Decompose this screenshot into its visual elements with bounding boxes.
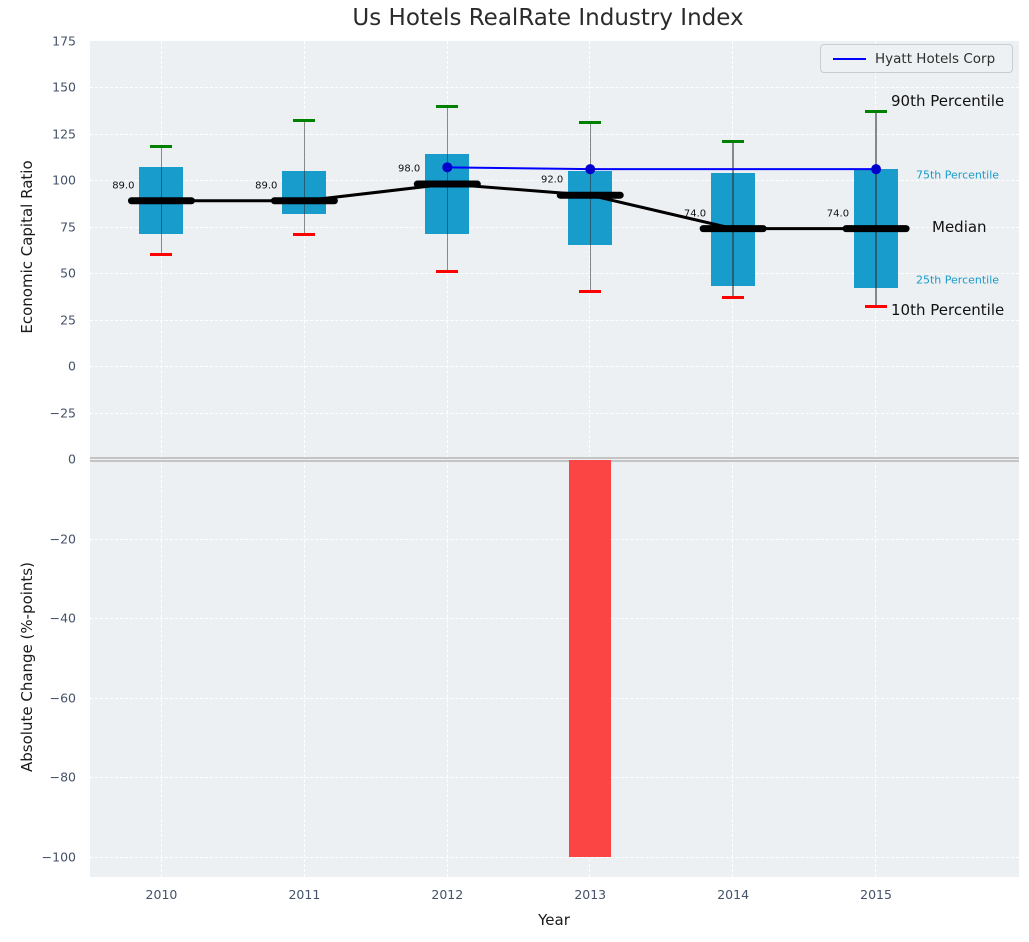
horizontal-gridline	[90, 320, 1019, 321]
x-tick-label: 2010	[146, 887, 178, 902]
whisker-cap-10th	[436, 270, 458, 273]
label-75th-percentile: 75th Percentile	[916, 169, 999, 182]
whisker-line	[732, 141, 733, 297]
whisker-line	[590, 123, 591, 292]
x-axis-label: Year	[538, 911, 570, 929]
horizontal-gridline	[90, 134, 1019, 135]
whisker-cap-90th	[722, 140, 744, 143]
chart-title: Us Hotels RealRate Industry Index	[352, 5, 743, 31]
whisker-cap-10th	[579, 290, 601, 293]
horizontal-gridline	[90, 777, 1019, 778]
whisker-cap-90th	[579, 121, 601, 124]
whisker-line	[447, 106, 448, 271]
zero-line	[90, 457, 1019, 459]
y-tick-label-top: 100	[26, 173, 76, 188]
x-tick-label: 2011	[288, 887, 320, 902]
bottom-y-axis-label: Absolute Change (%-points)	[18, 562, 36, 772]
horizontal-gridline	[90, 857, 1019, 858]
whisker-line	[304, 121, 305, 234]
median-value-label: 98.0	[398, 164, 420, 175]
y-tick-label-top: 175	[26, 34, 76, 49]
y-tick-label-bottom: −60	[26, 690, 76, 705]
y-tick-label-top: 25	[26, 312, 76, 327]
whisker-cap-10th	[865, 305, 887, 308]
median-value-label: 89.0	[112, 180, 134, 191]
y-tick-label-bottom: −20	[26, 531, 76, 546]
y-tick-label-top: −25	[26, 405, 76, 420]
label-25th-percentile: 25th Percentile	[916, 274, 999, 287]
median-value-label: 74.0	[684, 208, 706, 219]
y-tick-label-top: 125	[26, 126, 76, 141]
y-tick-label-bottom: −40	[26, 611, 76, 626]
horizontal-gridline	[90, 539, 1019, 540]
whisker-cap-90th	[436, 105, 458, 108]
x-tick-label: 2015	[860, 887, 892, 902]
change-bar	[569, 460, 611, 858]
zero-line	[90, 460, 1019, 462]
label-10th-percentile: 10th Percentile	[891, 301, 1004, 319]
horizontal-gridline	[90, 698, 1019, 699]
whisker-line	[161, 147, 162, 255]
whisker-cap-90th	[293, 119, 315, 122]
y-tick-label-bottom: −100	[26, 850, 76, 865]
whisker-line	[875, 112, 876, 307]
y-tick-label-top: 150	[26, 80, 76, 95]
median-value-label: 89.0	[255, 180, 277, 191]
y-tick-label-top: 75	[26, 219, 76, 234]
label-median: Median	[932, 218, 987, 236]
whisker-cap-90th	[150, 145, 172, 148]
y-tick-label-bottom: 0	[26, 452, 76, 467]
whisker-cap-10th	[150, 253, 172, 256]
bottom-axes	[90, 459, 1019, 877]
whisker-cap-10th	[293, 233, 315, 236]
legend-line-icon	[833, 58, 866, 60]
whisker-cap-10th	[722, 296, 744, 299]
legend: Hyatt Hotels Corp	[820, 44, 1013, 73]
y-tick-label-bottom: −80	[26, 770, 76, 785]
figure: Us Hotels RealRate Industry Index 89.0 89…	[0, 0, 1029, 942]
horizontal-gridline	[90, 366, 1019, 367]
legend-label: Hyatt Hotels Corp	[875, 51, 995, 67]
whisker-cap-90th	[865, 110, 887, 113]
x-tick-label: 2013	[574, 887, 606, 902]
x-tick-label: 2012	[431, 887, 463, 902]
horizontal-gridline	[90, 87, 1019, 88]
x-tick-label: 2014	[717, 887, 749, 902]
horizontal-gridline	[90, 618, 1019, 619]
y-tick-label-top: 50	[26, 266, 76, 281]
y-tick-label-top: 0	[26, 359, 76, 374]
median-value-label: 74.0	[827, 208, 849, 219]
horizontal-gridline	[90, 413, 1019, 414]
median-value-label: 92.0	[541, 175, 563, 186]
label-90th-percentile: 90th Percentile	[891, 92, 1004, 110]
